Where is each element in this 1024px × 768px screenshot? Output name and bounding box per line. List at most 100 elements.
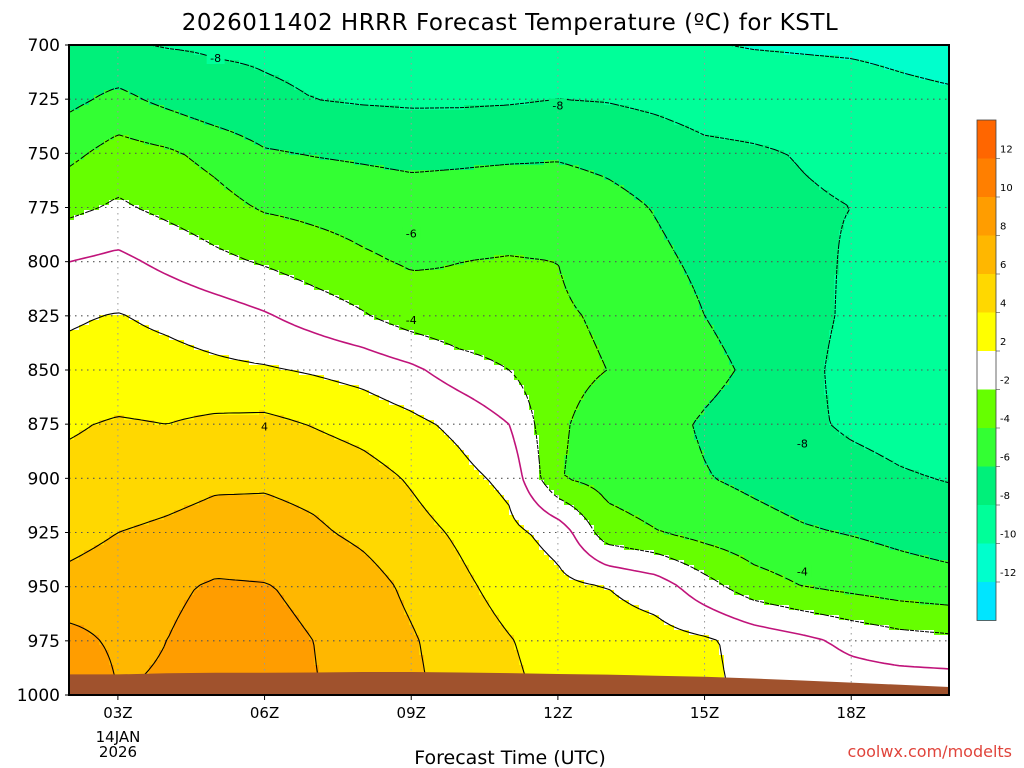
temperature-cell	[259, 175, 265, 181]
temperature-cell	[299, 180, 305, 186]
temperature-cell	[384, 90, 390, 96]
temperature-cell	[749, 130, 755, 136]
temperature-cell	[614, 165, 620, 171]
temperature-cell	[859, 95, 865, 101]
temperature-cell	[729, 165, 735, 171]
temperature-cell	[594, 140, 600, 146]
temperature-cell	[544, 70, 550, 76]
temperature-cell	[509, 125, 515, 131]
temperature-cell	[689, 125, 695, 131]
temperature-cell	[99, 155, 105, 161]
temperature-cell	[774, 105, 780, 111]
temperature-cell	[269, 60, 275, 66]
temperature-cell	[429, 80, 435, 86]
temperature-cell	[109, 155, 115, 161]
temperature-cell	[749, 135, 755, 141]
temperature-cell	[89, 135, 95, 141]
temperature-cell	[724, 115, 730, 121]
temperature-cell	[854, 140, 860, 146]
temperature-cell	[819, 65, 825, 71]
temperature-cell	[94, 65, 100, 71]
temperature-cell	[154, 170, 160, 176]
temperature-cell	[109, 85, 115, 91]
temperature-cell	[534, 115, 540, 121]
temperature-cell	[819, 70, 825, 76]
temperature-cell	[639, 70, 645, 76]
temperature-cell	[254, 130, 260, 136]
temperature-cell	[729, 130, 735, 136]
temperature-cell	[829, 95, 835, 101]
temperature-cell	[569, 180, 575, 186]
temperature-cell	[519, 80, 525, 86]
temperature-cell	[344, 90, 350, 96]
temperature-cell	[584, 70, 590, 76]
temperature-cell	[464, 75, 470, 81]
temperature-cell	[514, 80, 520, 86]
temperature-cell	[389, 70, 395, 76]
temperature-cell	[519, 140, 525, 146]
temperature-cell	[734, 100, 740, 106]
temperature-cell	[109, 65, 115, 71]
temperature-cell	[709, 135, 715, 141]
temperature-cell	[719, 105, 725, 111]
temperature-cell	[539, 155, 545, 161]
temperature-cell	[214, 80, 220, 86]
temperature-cell	[289, 60, 295, 66]
temperature-cell	[649, 75, 655, 81]
temperature-cell	[459, 55, 465, 61]
temperature-cell	[899, 105, 905, 111]
temperature-cell	[479, 120, 485, 126]
temperature-cell	[314, 50, 320, 56]
temperature-cell	[509, 100, 515, 106]
temperature-cell	[909, 90, 915, 96]
temperature-cell	[689, 130, 695, 136]
temperature-cell	[239, 135, 245, 141]
temperature-cell	[844, 145, 850, 151]
temperature-cell	[944, 60, 949, 66]
temperature-cell	[654, 95, 660, 101]
temperature-cell	[724, 180, 730, 186]
temperature-cell	[659, 130, 665, 136]
temperature-cell	[199, 105, 205, 111]
temperature-cell	[879, 175, 885, 181]
temperature-cell	[654, 75, 660, 81]
temperature-cell	[474, 75, 480, 81]
temperature-cell	[814, 45, 820, 51]
temperature-cell	[179, 75, 185, 81]
temperature-cell	[329, 75, 335, 81]
temperature-cell	[479, 150, 485, 156]
temperature-cell	[104, 125, 110, 131]
temperature-cell	[574, 160, 580, 166]
temperature-cell	[449, 120, 455, 126]
temperature-cell	[749, 165, 755, 171]
temperature-cell	[499, 115, 505, 121]
temperature-cell	[504, 80, 510, 86]
temperature-cell	[229, 65, 235, 71]
temperature-cell	[379, 110, 385, 116]
temperature-cell	[754, 175, 760, 181]
temperature-cell	[764, 80, 770, 86]
temperature-cell	[374, 90, 380, 96]
temperature-cell	[129, 155, 135, 161]
temperature-cell	[684, 120, 690, 126]
temperature-cell	[649, 135, 655, 141]
temperature-cell	[534, 65, 540, 71]
temperature-cell	[689, 155, 695, 161]
temperature-cell	[194, 165, 200, 171]
temperature-cell	[409, 120, 415, 126]
temperature-cell	[569, 75, 575, 81]
temperature-cell	[134, 145, 140, 151]
temperature-cell	[194, 145, 200, 151]
temperature-cell	[84, 130, 90, 136]
temperature-cell	[734, 115, 740, 121]
temperature-cell	[864, 55, 870, 61]
temperature-cell	[104, 180, 110, 186]
temperature-cell	[894, 160, 900, 166]
temperature-cell	[879, 65, 885, 71]
temperature-cell	[164, 85, 170, 91]
temperature-cell	[79, 170, 85, 176]
temperature-cell	[449, 160, 455, 166]
temperature-cell	[279, 185, 285, 191]
temperature-cell	[114, 160, 120, 166]
temperature-cell	[809, 80, 815, 86]
